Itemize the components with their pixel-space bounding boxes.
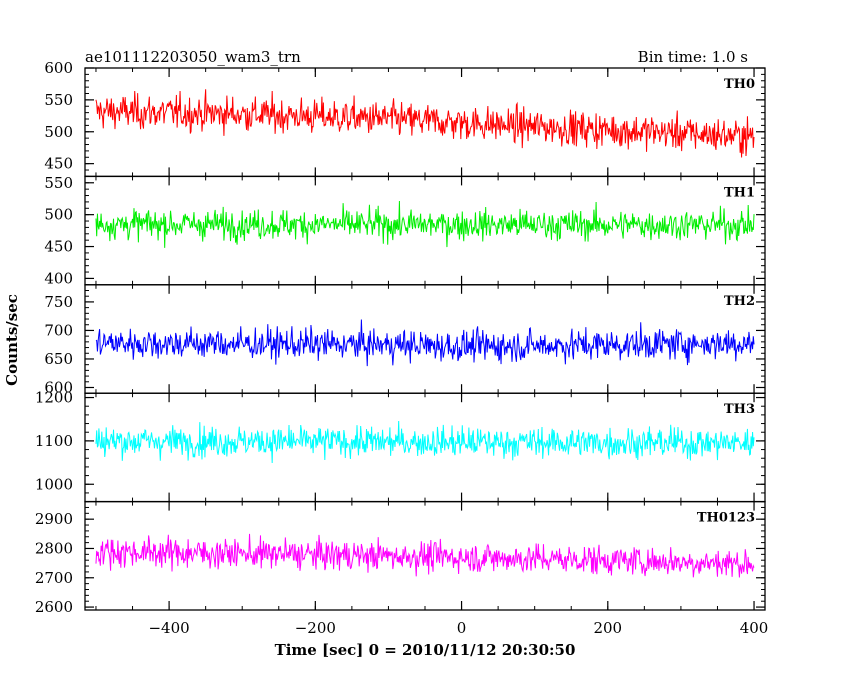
- y-tick-label: 550: [44, 174, 73, 192]
- x-tick-label: 0: [457, 619, 467, 637]
- y-tick-label: 2800: [35, 539, 73, 557]
- y-tick-label: 1100: [35, 432, 73, 450]
- series-line-th0123: [95, 533, 755, 578]
- y-tick-label: 450: [44, 238, 73, 256]
- panel-label-th0: TH0: [724, 77, 755, 92]
- y-tick-label: 1200: [35, 389, 73, 407]
- y-tick-label: 500: [44, 206, 73, 224]
- panel-th1: 400 450 500 550 TH1: [44, 174, 766, 287]
- series-line-th1: [95, 201, 755, 248]
- y-tick-label: 2900: [35, 510, 73, 528]
- x-tick-label: 400: [740, 619, 769, 637]
- panel-label-th2: TH2: [724, 294, 755, 309]
- y-tick-label: 600: [44, 59, 73, 77]
- y-tick-label: 1000: [35, 475, 73, 493]
- y-tick-label: 750: [44, 293, 73, 311]
- y-tick-label: 2700: [35, 569, 73, 587]
- y-tick-label: 2600: [35, 598, 73, 616]
- y-tick-label: 450: [44, 155, 73, 173]
- panel-th0: 450 500 550 600 TH0: [44, 59, 766, 178]
- y-tick-label: 600: [44, 378, 73, 396]
- y-axis-label: Counts/sec: [3, 294, 21, 386]
- panel-label-th1: TH1: [724, 185, 755, 200]
- y-tick-label: 500: [44, 123, 73, 141]
- series-line-th0: [95, 89, 755, 158]
- y-tick-label: 700: [44, 321, 73, 339]
- series-line-th2: [95, 319, 755, 367]
- panel-label-th3: TH3: [724, 402, 755, 417]
- panels-group: 450 500 550 600 TH0 400 450 500 550 TH1 600 650 700 7…: [35, 59, 769, 637]
- series-line-th3: [95, 420, 755, 464]
- y-tick-label: 650: [44, 350, 73, 368]
- panel-frame: [84, 392, 766, 503]
- panel-label-th0123: TH0123: [697, 511, 755, 526]
- x-tick-label: 200: [593, 619, 622, 637]
- y-tick-label: 400: [44, 269, 73, 287]
- x-tick-label: −200: [295, 619, 336, 637]
- panel-th3: 1000 1100 1200 TH3: [35, 389, 766, 503]
- x-tick-label: −400: [148, 619, 189, 637]
- panel-th2: 600 650 700 750 TH2: [44, 284, 766, 396]
- panel-th0123: 2600 2700 2800 2900 TH0123: [35, 500, 766, 616]
- x-axis-label: Time [sec] 0 = 2010/11/12 20:30:50: [275, 641, 576, 659]
- chart-title: ae101112203050_wam3_trn: [85, 48, 301, 66]
- bin-time-label: Bin time: 1.0 s: [638, 48, 748, 66]
- y-tick-label: 550: [44, 91, 73, 109]
